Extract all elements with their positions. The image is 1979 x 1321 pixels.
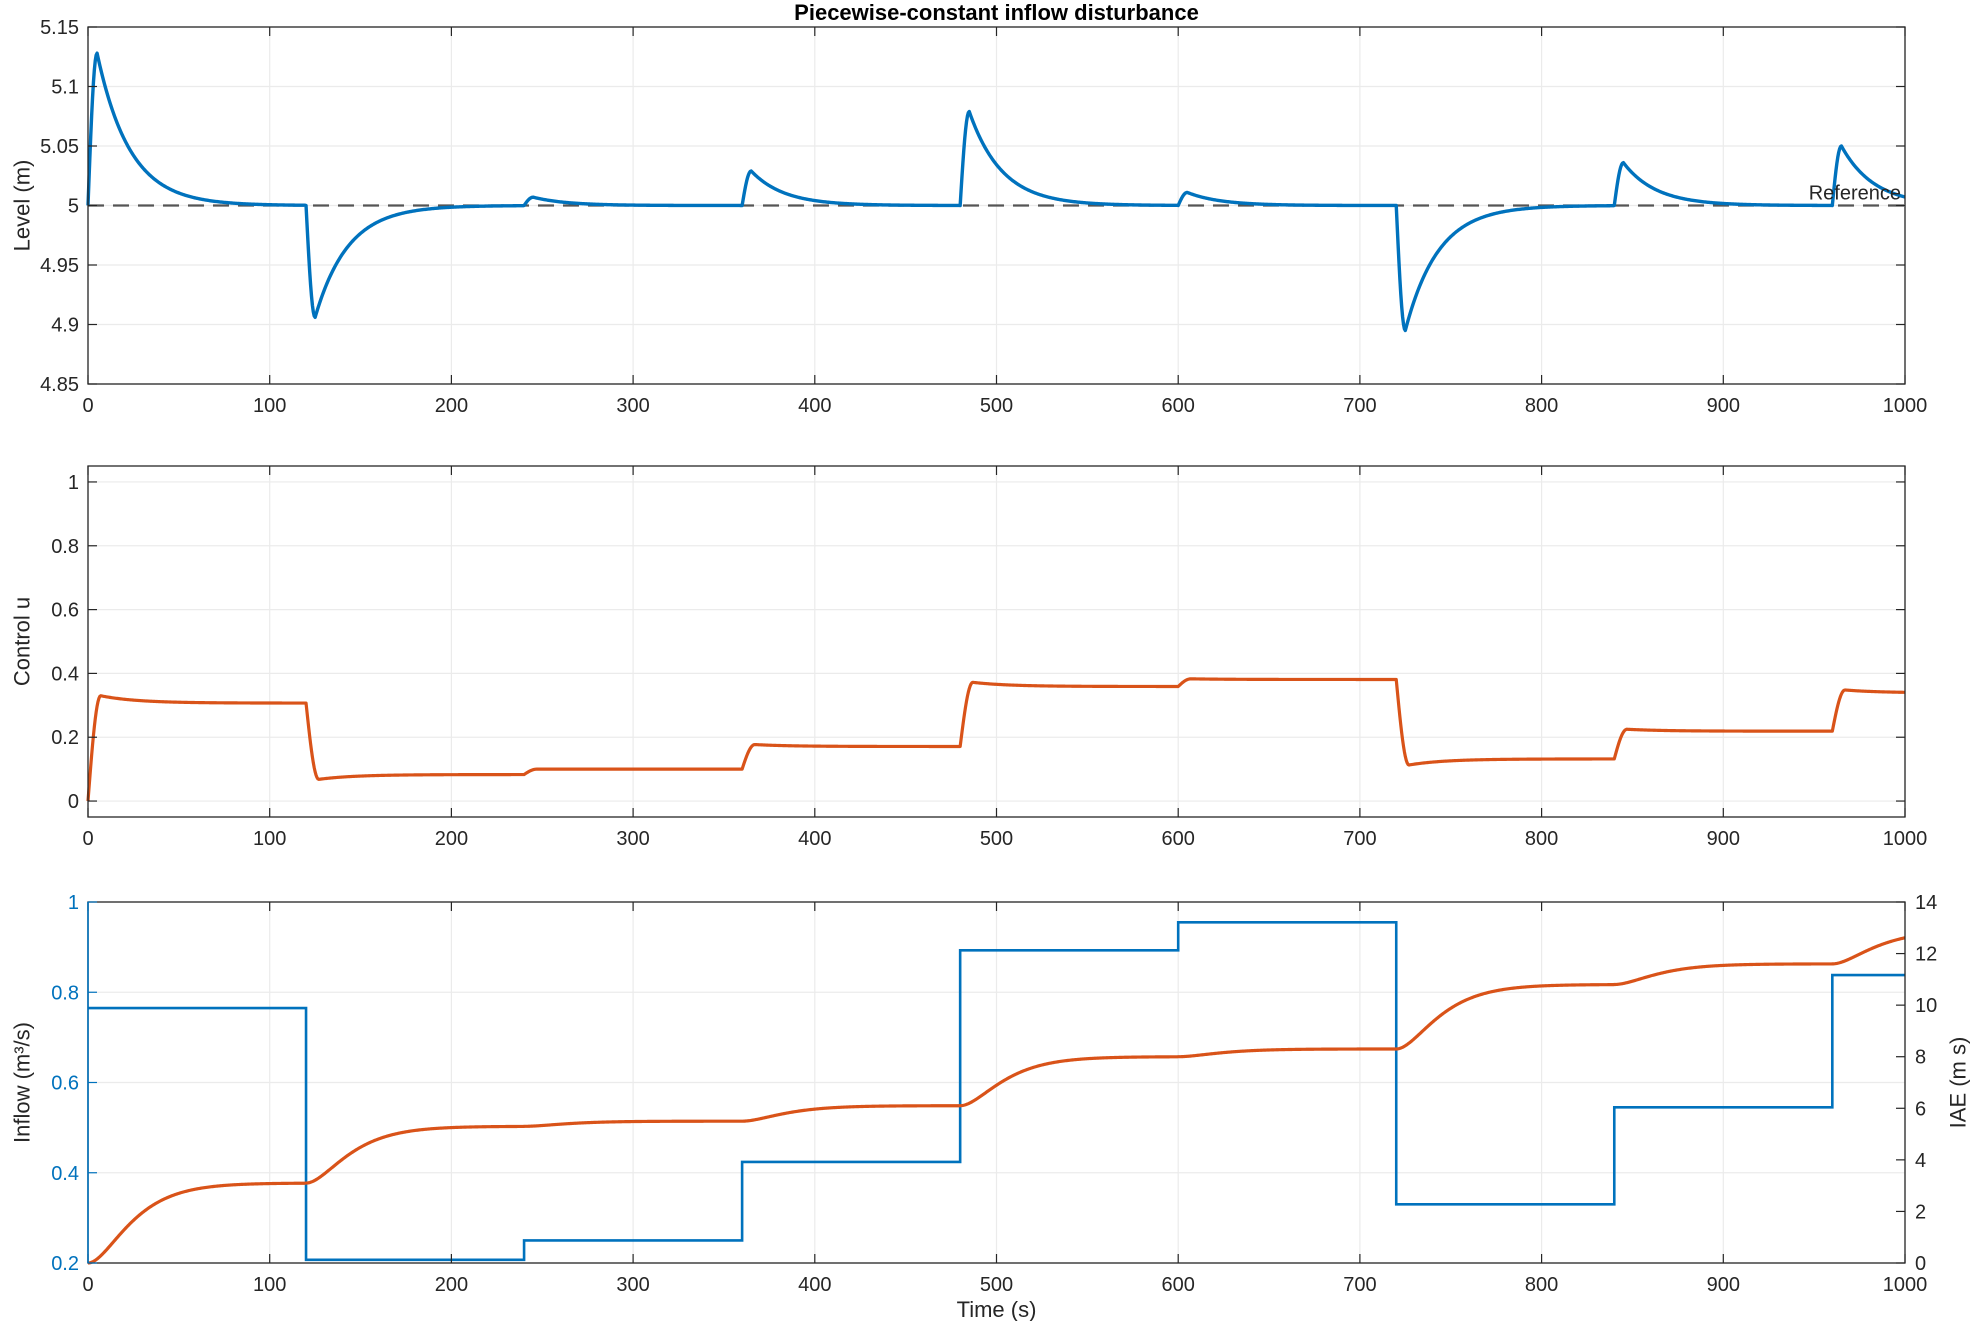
y-tick-label: 0.6 xyxy=(51,600,79,622)
level-series xyxy=(86,51,1906,333)
x-tick-label: 700 xyxy=(1343,828,1376,850)
x-tick-label: 800 xyxy=(1525,1274,1558,1296)
y-tick-label: 5.05 xyxy=(40,136,79,158)
inflow-series xyxy=(87,921,1906,1265)
y-tick-label: 5.1 xyxy=(51,77,79,99)
x-tick-label: 200 xyxy=(435,828,468,850)
y2-tick-label: 2 xyxy=(1915,1201,1926,1223)
x-tick-label: 0 xyxy=(82,395,93,417)
y-tick-label: 5 xyxy=(68,196,79,218)
control-series xyxy=(86,677,1906,802)
y-tick-label: 0.4 xyxy=(51,1163,79,1185)
level-ticks: 0 100 200 300 400 500 600 700 800 900 1000 4.85 4.9 4… xyxy=(40,17,1927,417)
y-tick-label: 0 xyxy=(68,791,79,813)
x-tick-label: 0 xyxy=(82,1274,93,1296)
x-tick-label: 900 xyxy=(1707,828,1740,850)
x-tick-label: 300 xyxy=(616,395,649,417)
x-tick-label: 400 xyxy=(798,1274,831,1296)
inflow-ticks: 0 100 200 300 400 500 600 700 800 900 10000.20.40.… xyxy=(51,892,1937,1296)
x-tick-label: 300 xyxy=(616,1274,649,1296)
y2-tick-label: 4 xyxy=(1915,1150,1926,1172)
x-tick-label: 100 xyxy=(253,395,286,417)
x-tick-label: 200 xyxy=(435,1274,468,1296)
chart-title: Piecewise-constant inflow disturbance xyxy=(794,0,1199,25)
y-tick-label: 4.95 xyxy=(40,255,79,277)
control-panel: 0 100 200 300 400 500 600 700 800 900 1000 0 0.2 0.4 0… xyxy=(10,465,1927,850)
x-tick-label: 100 xyxy=(253,828,286,850)
y-tick-label: 0.2 xyxy=(51,1253,79,1275)
y-tick-label: 4.9 xyxy=(51,315,79,337)
inflow-line xyxy=(88,921,1905,1262)
x-tick-label: 700 xyxy=(1343,395,1376,417)
x-tick-label: 600 xyxy=(1162,1274,1195,1296)
level-panel: 0 100 200 300 400 500 600 700 800 900 1000 4.85 4.9 4… xyxy=(10,0,1928,417)
y2-tick-label: 10 xyxy=(1915,995,1937,1017)
control-grid xyxy=(87,466,1906,817)
y2-tick-label: 0 xyxy=(1915,1253,1926,1275)
x-tick-label: 400 xyxy=(798,395,831,417)
y-tick-label: 0.6 xyxy=(51,1073,79,1095)
y-tick-label: 0.4 xyxy=(51,663,79,685)
y-tick-label: 0.8 xyxy=(51,536,79,558)
iae-line xyxy=(87,936,1906,1265)
y-tick-label: 0.2 xyxy=(51,727,79,749)
x-tick-label: 700 xyxy=(1343,1274,1376,1296)
y-tick-label: 4.85 xyxy=(40,374,79,396)
level-y-axis-label: Level (m) xyxy=(10,160,35,252)
x-tick-label: 1000 xyxy=(1883,828,1928,850)
x-tick-label: 600 xyxy=(1162,828,1195,850)
time-x-axis-label: Time (s) xyxy=(957,1297,1037,1321)
y-tick-label: 1 xyxy=(68,472,79,494)
level-line xyxy=(86,51,1906,333)
x-tick-label: 600 xyxy=(1162,395,1195,417)
x-tick-label: 800 xyxy=(1525,828,1558,850)
y-tick-label: 1 xyxy=(68,892,79,914)
y2-tick-label: 8 xyxy=(1915,1047,1926,1069)
x-tick-label: 1000 xyxy=(1883,395,1928,417)
reference-label: Reference xyxy=(1809,183,1901,205)
control-y-axis-label: Control u xyxy=(10,597,35,686)
x-tick-label: 0 xyxy=(82,828,93,850)
inflow-panel: 0 100 200 300 400 500 600 700 800 900 10000.20.40.… xyxy=(10,892,1971,1321)
x-tick-label: 400 xyxy=(798,828,831,850)
x-tick-label: 500 xyxy=(980,1274,1013,1296)
y-tick-label: 0.8 xyxy=(51,982,79,1004)
x-tick-label: 200 xyxy=(435,395,468,417)
y2-tick-label: 6 xyxy=(1915,1098,1926,1120)
inflow-y-axis-label: Inflow (m³/s) xyxy=(10,1022,35,1143)
x-tick-label: 300 xyxy=(616,828,649,850)
iae-y-axis-label: IAE (m s) xyxy=(1946,1037,1971,1129)
x-tick-label: 800 xyxy=(1525,395,1558,417)
y-tick-label: 5.15 xyxy=(40,17,79,39)
control-line xyxy=(86,677,1906,802)
x-tick-label: 900 xyxy=(1707,1274,1740,1296)
control-ticks: 0 100 200 300 400 500 600 700 800 900 1000 0 0.2 0.4 0… xyxy=(51,466,1927,850)
x-tick-label: 900 xyxy=(1707,395,1740,417)
x-tick-label: 100 xyxy=(253,1274,286,1296)
x-tick-label: 500 xyxy=(980,828,1013,850)
x-tick-label: 1000 xyxy=(1883,1274,1928,1296)
x-tick-label: 500 xyxy=(980,395,1013,417)
y2-tick-label: 14 xyxy=(1915,892,1937,914)
y2-tick-label: 12 xyxy=(1915,944,1937,966)
